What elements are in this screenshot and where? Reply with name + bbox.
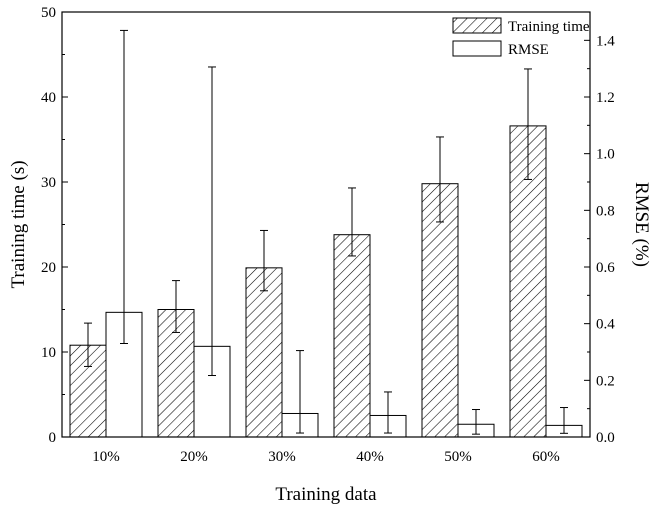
y-left-tick-label-6: 50 <box>41 5 56 21</box>
y-right-tick-label-1: 0.0 <box>596 430 615 446</box>
y-axis-right-title: RMSE (%) <box>631 182 650 267</box>
y-left-tick-label-5: 40 <box>41 90 56 106</box>
y-right-tick-label-5: 0.8 <box>596 203 615 219</box>
y-right-tick-label-4: 0.6 <box>596 260 615 276</box>
x-axis-title: Training data <box>275 484 377 505</box>
bar-training-time-3 <box>245 267 283 438</box>
y-axis-left-title: Training time (s) <box>8 160 29 288</box>
y-left-tick-label-3: 20 <box>41 260 56 276</box>
y-left-tick-label-2: 10 <box>41 345 56 361</box>
y-right-tick-label-2: 0.2 <box>596 373 615 389</box>
bar-training-time-4 <box>333 234 371 438</box>
x-tick-label-2: 20% <box>180 449 208 465</box>
bars-layer <box>69 125 583 438</box>
y-right-tick-label-7: 1.2 <box>596 90 615 106</box>
y-right-tick-label-3: 0.4 <box>596 317 615 333</box>
legend-label-training-time: Training time <box>508 19 590 35</box>
y-left-tick-label-4: 30 <box>41 175 56 191</box>
legend-swatch-training-time <box>452 17 502 34</box>
legend-label-rmse: RMSE <box>508 42 549 58</box>
y-right-tick-label-8: 1.4 <box>596 33 615 49</box>
x-tick-label-6: 60% <box>532 449 560 465</box>
legend-swatch-rmse <box>452 40 502 57</box>
y-right-tick-label-6: 1.0 <box>596 147 615 163</box>
x-tick-label-3: 30% <box>268 449 296 465</box>
error-bars-layer <box>84 29 568 435</box>
ticks-layer: 0 10 20 30 40 50 0.0 0.2 0.4 0.6 0.8 1.0 1.2 1.4 10% 20… <box>41 5 615 465</box>
x-tick-label-5: 50% <box>444 449 472 465</box>
x-tick-label-4: 40% <box>356 449 384 465</box>
legend: Training time RMSE <box>452 17 590 58</box>
y-left-tick-label-1: 0 <box>49 430 57 446</box>
x-tick-label-1: 10% <box>92 449 120 465</box>
